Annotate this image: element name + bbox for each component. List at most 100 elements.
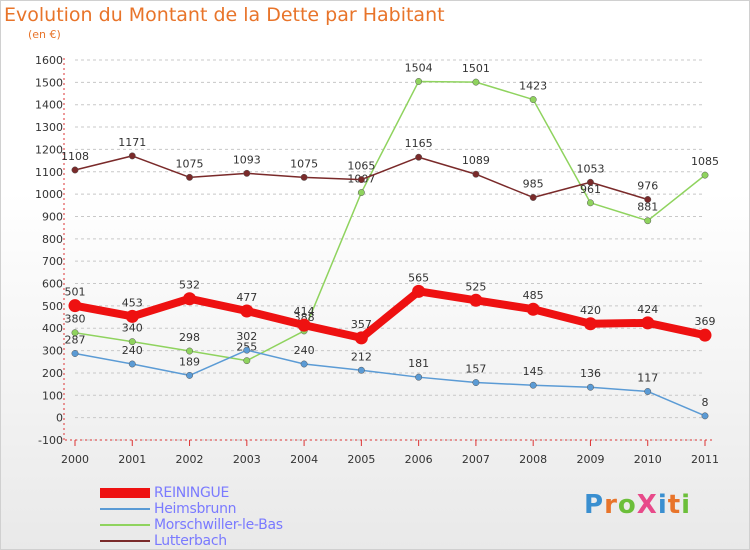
- legend-swatch: [100, 524, 150, 526]
- data-point-lutterbach: [128, 152, 136, 160]
- series-line-reiningue: [74, 287, 706, 342]
- data-label-heimsbrunn: 157: [465, 363, 486, 376]
- data-point-morschwiller-le-bas: [587, 199, 594, 207]
- data-label-heimsbrunn: 8: [702, 396, 709, 409]
- y-tick-label: 200: [42, 367, 63, 380]
- data-label-heimsbrunn: 145: [523, 365, 544, 378]
- y-tick-label: 1300: [35, 121, 63, 134]
- data-point-heimsbrunn: [472, 379, 480, 387]
- data-label-morschwiller-le-bas: 298: [179, 331, 200, 344]
- data-point-morschwiller-le-bas: [71, 329, 79, 337]
- data-point-morschwiller-le-bas: [701, 171, 709, 179]
- data-label-reiningue: 357: [351, 318, 372, 331]
- logo-letter: o: [617, 490, 637, 520]
- x-tick-label: 2002: [176, 453, 204, 466]
- data-point-reiningue: [469, 293, 483, 307]
- data-point-lutterbach: [243, 169, 251, 177]
- data-label-morschwiller-le-bas: 340: [122, 322, 143, 335]
- logo-letter: X: [636, 490, 658, 520]
- data-label-reiningue: 565: [408, 271, 429, 284]
- data-point-lutterbach: [529, 194, 537, 201]
- data-point-reiningue: [183, 292, 197, 306]
- y-tick-label: 400: [42, 322, 63, 335]
- legend-label: REININGUE: [154, 485, 230, 501]
- data-point-heimsbrunn: [701, 412, 709, 420]
- data-label-reiningue: 414: [294, 305, 315, 318]
- y-tick-label: 1200: [35, 143, 63, 156]
- data-point-morschwiller-le-bas: [644, 217, 652, 225]
- data-label-lutterbach: 976: [637, 179, 658, 192]
- y-tick-label: 0: [56, 412, 63, 425]
- data-point-reiningue: [125, 309, 139, 323]
- data-label-lutterbach: 1075: [176, 157, 204, 170]
- legend-swatch: [100, 488, 150, 498]
- x-tick-label: 2003: [233, 453, 261, 466]
- data-point-heimsbrunn: [300, 360, 308, 368]
- data-point-lutterbach: [357, 176, 365, 184]
- data-point-morschwiller-le-bas: [529, 96, 537, 104]
- data-point-lutterbach: [644, 196, 652, 203]
- logo-letter: r: [604, 490, 618, 520]
- data-point-heimsbrunn: [128, 360, 136, 368]
- data-label-heimsbrunn: 117: [637, 371, 658, 384]
- series-line-morschwiller-le-bas: [74, 80, 706, 362]
- data-label-morschwiller-le-bas: 380: [65, 313, 86, 326]
- data-label-morschwiller-le-bas: 1085: [691, 155, 719, 168]
- x-tick-label: 2009: [576, 453, 604, 466]
- data-label-morschwiller-le-bas: 1423: [519, 80, 547, 93]
- y-tick-label: 1000: [35, 188, 63, 201]
- x-tick-label: 2001: [118, 453, 146, 466]
- data-label-reiningue: 532: [179, 279, 200, 292]
- data-label-reiningue: 424: [637, 303, 658, 316]
- data-point-morschwiller-le-bas: [357, 189, 365, 197]
- data-point-reiningue: [354, 331, 368, 345]
- x-tick-label: 2005: [347, 453, 375, 466]
- data-label-lutterbach: 1053: [576, 162, 604, 175]
- data-point-lutterbach: [415, 153, 423, 161]
- data-point-morschwiller-le-bas: [186, 347, 193, 355]
- data-label-reiningue: 420: [580, 304, 601, 317]
- data-label-heimsbrunn: 287: [65, 333, 86, 346]
- data-label-lutterbach: 1093: [233, 153, 261, 166]
- data-point-heimsbrunn: [243, 346, 251, 354]
- data-label-lutterbach: 985: [523, 177, 544, 190]
- data-point-lutterbach: [71, 166, 79, 174]
- data-point-reiningue: [641, 316, 655, 330]
- data-label-heimsbrunn: 240: [294, 344, 315, 357]
- x-tick-label: 2006: [405, 453, 433, 466]
- y-tick-label: 1600: [35, 54, 63, 67]
- y-tick-label: 1500: [35, 76, 63, 89]
- y-tick-label: 500: [42, 300, 63, 313]
- y-tick-label: 300: [42, 345, 63, 358]
- x-tick-label: 2007: [462, 453, 490, 466]
- data-label-heimsbrunn: 189: [179, 355, 200, 368]
- data-point-morschwiller-le-bas: [415, 78, 423, 85]
- data-point-heimsbrunn: [71, 350, 79, 357]
- data-label-heimsbrunn: 240: [122, 344, 143, 357]
- data-label-heimsbrunn: 181: [408, 357, 429, 370]
- data-point-morschwiller-le-bas: [128, 338, 136, 346]
- data-label-reiningue: 525: [465, 280, 486, 293]
- x-tick-label: 2008: [519, 453, 547, 466]
- x-tick-label: 2000: [61, 453, 89, 466]
- data-label-morschwiller-le-bas: 961: [580, 183, 601, 196]
- data-point-morschwiller-le-bas: [472, 78, 480, 86]
- data-point-reiningue: [240, 304, 254, 318]
- data-label-reiningue: 485: [523, 289, 544, 302]
- data-label-heimsbrunn: 136: [580, 367, 601, 380]
- y-tick-label: 800: [42, 233, 63, 246]
- y-tick-label: -100: [38, 434, 63, 447]
- logo-letter: i: [681, 490, 692, 520]
- chart-title: Evolution du Montant de la Dette par Hab…: [4, 4, 445, 26]
- data-point-lutterbach: [300, 173, 308, 181]
- chart-subtitle: (en €): [28, 28, 61, 41]
- proxiti-logo: ProXiti: [584, 490, 691, 520]
- data-label-lutterbach: 1171: [118, 136, 146, 149]
- legend-label: Lutterbach: [154, 533, 227, 549]
- y-tick-label: 1400: [35, 99, 63, 112]
- data-point-heimsbrunn: [644, 388, 652, 395]
- data-point-heimsbrunn: [587, 383, 594, 391]
- data-label-lutterbach: 1065: [347, 160, 375, 173]
